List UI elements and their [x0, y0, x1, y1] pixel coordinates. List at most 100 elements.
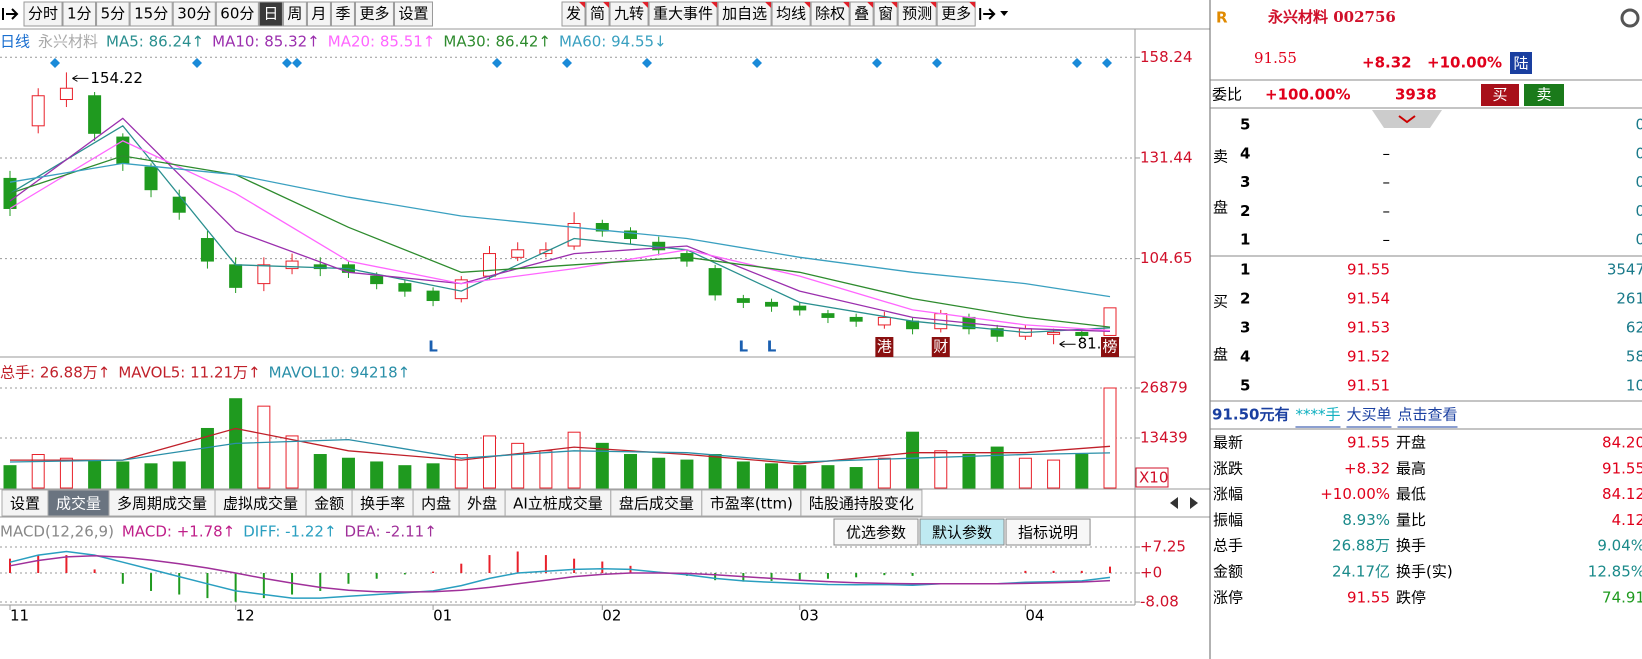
param-button[interactable]	[833, 518, 919, 546]
event-diamond[interactable]	[752, 58, 762, 68]
toolbar-button[interactable]	[810, 1, 850, 27]
banner-text[interactable]: 点击查看	[1397, 406, 1457, 424]
toolbar-button-label[interactable]: 月	[311, 5, 326, 23]
tab-label[interactable]: 多周期成交量	[117, 495, 207, 513]
tab-label[interactable]: 设置	[10, 495, 40, 513]
param-button[interactable]	[919, 518, 1005, 546]
tab-label[interactable]: 内盘	[421, 495, 451, 513]
toolbar-button[interactable]	[282, 1, 307, 27]
tab-label[interactable]: 市盈率(ttm)	[710, 495, 793, 513]
toolbar-button[interactable]	[215, 1, 259, 27]
event-diamond[interactable]	[562, 58, 572, 68]
buy-button[interactable]: 买	[1492, 86, 1507, 104]
toolbar-button[interactable]	[23, 1, 63, 27]
tab[interactable]	[214, 489, 307, 517]
toolbar-button-label[interactable]: 重大事件	[653, 5, 713, 23]
toolbar-button[interactable]	[129, 1, 173, 27]
scroll-left[interactable]	[1170, 497, 1178, 509]
settings-icon[interactable]	[1620, 8, 1640, 28]
event-diamond[interactable]	[1072, 58, 1082, 68]
param-button[interactable]	[1005, 518, 1091, 546]
toolbar-button-label[interactable]: 更多	[941, 5, 971, 23]
toolbar-button-label[interactable]: 窗	[878, 5, 893, 23]
toolbar-button[interactable]	[354, 1, 394, 27]
event-diamond[interactable]	[492, 58, 502, 68]
tab[interactable]	[701, 489, 802, 517]
tab-label[interactable]: 换手率	[360, 495, 405, 513]
collapse-arrow[interactable]	[1398, 115, 1416, 124]
toolbar-button-label[interactable]: 除权	[815, 5, 845, 23]
toolbar-button[interactable]	[936, 1, 976, 27]
toolbar-button-label[interactable]: 5分	[101, 5, 126, 23]
event-diamond[interactable]	[292, 58, 302, 68]
toolbar-button-label[interactable]: 30分	[177, 5, 211, 23]
toolbar-button[interactable]	[585, 1, 610, 27]
toolbar-button-label[interactable]: 更多	[359, 5, 389, 23]
tab[interactable]	[47, 489, 110, 517]
collapse-tab[interactable]	[1372, 110, 1442, 128]
event-diamond[interactable]	[1102, 58, 1112, 68]
tab[interactable]	[504, 489, 612, 517]
toolbar-button-label[interactable]: 1分	[67, 5, 92, 23]
event-tag[interactable]: 榜	[1102, 338, 1117, 356]
toolbar-button[interactable]	[62, 1, 97, 27]
tab[interactable]	[305, 489, 353, 517]
tab-label[interactable]: 成交量	[56, 495, 101, 513]
tab[interactable]	[108, 489, 216, 517]
toolbar-button[interactable]	[609, 1, 649, 27]
tab-label[interactable]: 虚拟成交量	[223, 495, 298, 513]
event-diamond[interactable]	[932, 58, 942, 68]
scroll-right[interactable]	[1190, 497, 1198, 509]
toolbar-button[interactable]	[897, 1, 937, 27]
sell-button[interactable]: 卖	[1536, 86, 1551, 104]
buy-button-bg[interactable]	[1481, 84, 1519, 106]
param-button-label[interactable]: 优选参数	[846, 524, 906, 542]
param-button-label[interactable]: 指标说明	[1018, 524, 1078, 542]
tab[interactable]	[1, 489, 49, 517]
event-tag[interactable]: 财	[933, 338, 948, 356]
toolbar-button[interactable]	[393, 1, 433, 27]
toolbar-button[interactable]	[771, 1, 811, 27]
toolbar-button-label[interactable]: 周	[287, 5, 302, 23]
toolbar-button[interactable]	[172, 1, 216, 27]
tab[interactable]	[610, 489, 703, 517]
toolbar-button[interactable]	[873, 1, 898, 27]
toolbar-button[interactable]	[561, 1, 586, 27]
toolbar-button-label[interactable]: 季	[335, 5, 350, 23]
tab-label[interactable]: 陆股通持股变化	[809, 495, 914, 513]
toolbar-button-label[interactable]: 加自选	[722, 5, 767, 23]
toolbar-button[interactable]	[258, 1, 283, 27]
tab-label[interactable]: AI立桩成交量	[513, 495, 603, 513]
toolbar-button-label[interactable]: 发	[566, 5, 581, 23]
tab-label[interactable]: 盘后成交量	[619, 495, 694, 513]
tab-label[interactable]: 外盘	[467, 495, 497, 513]
toolbar-button-label[interactable]: 简	[590, 5, 605, 23]
toolbar-button-label[interactable]: 60分	[220, 5, 254, 23]
event-diamond[interactable]	[642, 58, 652, 68]
toolbar-button-label[interactable]: 均线	[776, 5, 806, 23]
event-diamond[interactable]	[872, 58, 882, 68]
toolbar-button[interactable]	[306, 1, 331, 27]
toolbar-button[interactable]	[648, 1, 718, 27]
event-diamond[interactable]	[192, 58, 202, 68]
toolbar-button[interactable]	[849, 1, 874, 27]
toolbar-button-label[interactable]: 叠	[854, 5, 869, 23]
sell-button-bg[interactable]	[1524, 84, 1564, 106]
event-tag[interactable]: 港	[877, 338, 892, 356]
param-button-label[interactable]: 默认参数	[932, 524, 992, 542]
tab[interactable]	[800, 489, 923, 517]
tab[interactable]	[351, 489, 414, 517]
toolbar-button-label[interactable]: 设置	[398, 5, 428, 23]
toolbar-button-label[interactable]: 分时	[28, 5, 58, 23]
toolbar-button-label[interactable]: 15分	[134, 5, 168, 23]
toolbar-button[interactable]	[717, 1, 772, 27]
toolbar-button-label[interactable]: 日	[263, 5, 278, 23]
toolbar-button-label[interactable]: 九转	[614, 5, 644, 23]
tab-label[interactable]: 金额	[314, 495, 344, 513]
event-diamond[interactable]	[50, 58, 60, 68]
tab[interactable]	[412, 489, 460, 517]
toolbar-button-label[interactable]: 预测	[902, 5, 932, 23]
toolbar-button[interactable]	[96, 1, 130, 27]
event-diamond[interactable]	[282, 58, 292, 68]
toolbar-button[interactable]	[330, 1, 355, 27]
